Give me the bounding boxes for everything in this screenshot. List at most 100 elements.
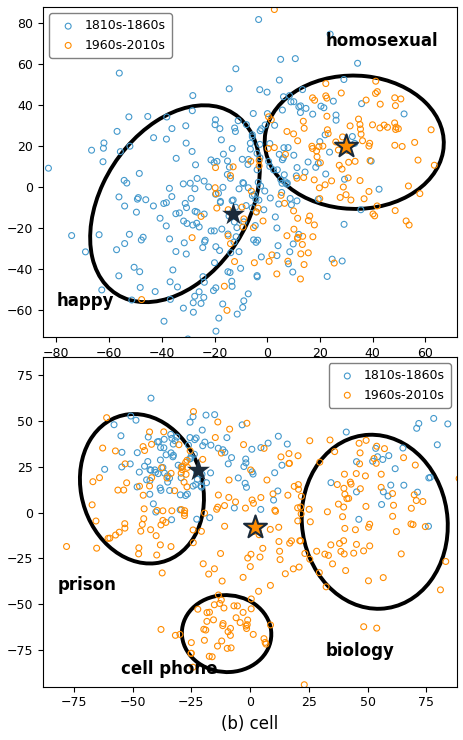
- 1810s-1860s: [289, 238, 296, 250]
- 1810s-1860s: [384, 450, 392, 462]
- 1810s-1860s: [195, 286, 202, 297]
- 1810s-1860s: [214, 443, 221, 454]
- 1810s-1860s: [165, 472, 173, 484]
- 1960s-2010s: [383, 121, 390, 133]
- 1960s-2010s: [340, 522, 348, 534]
- 1810s-1860s: [235, 246, 242, 258]
- 1960s-2010s: [394, 123, 401, 135]
- 1960s-2010s: [340, 548, 347, 560]
- 1810s-1860s: [113, 126, 120, 138]
- 1810s-1860s: [354, 514, 362, 525]
- 1960s-2010s: [306, 516, 313, 528]
- 1960s-2010s: [421, 521, 428, 533]
- 1810s-1860s: [132, 206, 140, 218]
- 1810s-1860s: [250, 189, 257, 201]
- 1810s-1860s: [432, 439, 440, 451]
- 1810s-1860s: [184, 333, 191, 345]
- 1810s-1860s: [44, 162, 52, 174]
- 1810s-1860s: [128, 294, 135, 306]
- 1960s-2010s: [157, 462, 165, 474]
- 1810s-1860s: [192, 432, 200, 444]
- 1810s-1860s: [269, 494, 277, 506]
- 1810s-1860s: [242, 118, 250, 130]
- 1810s-1860s: [211, 114, 219, 126]
- 1810s-1860s: [160, 315, 167, 327]
- 1960s-2010s: [160, 426, 167, 438]
- 1810s-1860s: [229, 194, 237, 206]
- 1960s-2010s: [369, 453, 377, 465]
- 1810s-1860s: [179, 302, 187, 314]
- 1810s-1860s: [386, 480, 394, 491]
- 1810s-1860s: [216, 197, 224, 209]
- 1960s-2010s: [380, 119, 387, 131]
- 1960s-2010s: [294, 515, 301, 527]
- 1960s-2010s: [181, 505, 188, 517]
- 1960s-2010s: [330, 257, 337, 269]
- 1960s-2010s: [356, 175, 363, 186]
- 1960s-2010s: [377, 468, 384, 480]
- 1810s-1860s: [188, 146, 195, 158]
- 1810s-1860s: [168, 123, 175, 135]
- 1960s-2010s: [88, 499, 96, 511]
- 1960s-2010s: [277, 189, 284, 201]
- 1960s-2010s: [339, 501, 347, 513]
- 1810s-1860s: [296, 100, 304, 112]
- 1960s-2010s: [249, 497, 257, 509]
- 1960s-2010s: [376, 482, 384, 494]
- 1960s-2010s: [231, 255, 238, 267]
- 1960s-2010s: [148, 438, 155, 450]
- 1810s-1860s: [146, 474, 153, 486]
- 1960s-2010s: [362, 434, 369, 446]
- 1960s-2010s: [189, 524, 196, 536]
- 1810s-1860s: [329, 95, 336, 107]
- 1810s-1860s: [219, 444, 226, 456]
- 1960s-2010s: [205, 568, 212, 580]
- 1960s-2010s: [229, 161, 236, 172]
- 1810s-1860s: [367, 155, 374, 167]
- Point: [229, 208, 236, 220]
- 1810s-1860s: [289, 95, 297, 107]
- 1960s-2010s: [257, 491, 264, 503]
- Legend: 1810s-1860s, 1960s-2010s: 1810s-1860s, 1960s-2010s: [328, 363, 450, 408]
- 1810s-1860s: [173, 281, 181, 293]
- 1960s-2010s: [319, 140, 326, 152]
- 1810s-1860s: [181, 490, 189, 502]
- 1960s-2010s: [359, 621, 367, 633]
- 1960s-2010s: [285, 457, 293, 469]
- 1960s-2010s: [379, 572, 386, 584]
- 1960s-2010s: [247, 548, 254, 560]
- 1960s-2010s: [323, 506, 331, 518]
- 1960s-2010s: [189, 536, 197, 548]
- 1810s-1860s: [216, 123, 223, 135]
- 1960s-2010s: [333, 479, 340, 491]
- 1810s-1860s: [120, 175, 128, 186]
- 1960s-2010s: [314, 141, 322, 152]
- 1810s-1860s: [215, 312, 222, 324]
- 1810s-1860s: [233, 308, 240, 320]
- 1960s-2010s: [275, 536, 282, 548]
- 1810s-1860s: [293, 161, 300, 173]
- 1960s-2010s: [264, 143, 271, 155]
- 1810s-1860s: [126, 141, 133, 152]
- 1960s-2010s: [281, 149, 288, 161]
- 1960s-2010s: [171, 630, 179, 642]
- 1960s-2010s: [339, 181, 346, 193]
- 1810s-1860s: [193, 218, 200, 229]
- 1810s-1860s: [192, 479, 199, 491]
- 1810s-1860s: [175, 207, 183, 219]
- 1810s-1860s: [168, 191, 175, 203]
- 1960s-2010s: [208, 651, 215, 663]
- 1960s-2010s: [390, 117, 397, 129]
- 1960s-2010s: [265, 255, 272, 267]
- Point: [250, 522, 258, 534]
- 1960s-2010s: [340, 468, 347, 480]
- 1960s-2010s: [371, 75, 379, 87]
- 1960s-2010s: [177, 468, 185, 480]
- 1960s-2010s: [156, 539, 164, 551]
- 1960s-2010s: [157, 519, 164, 531]
- 1960s-2010s: [201, 624, 209, 636]
- 1960s-2010s: [305, 503, 312, 515]
- 1960s-2010s: [364, 575, 371, 587]
- 1960s-2010s: [252, 206, 260, 218]
- 1810s-1860s: [294, 229, 302, 240]
